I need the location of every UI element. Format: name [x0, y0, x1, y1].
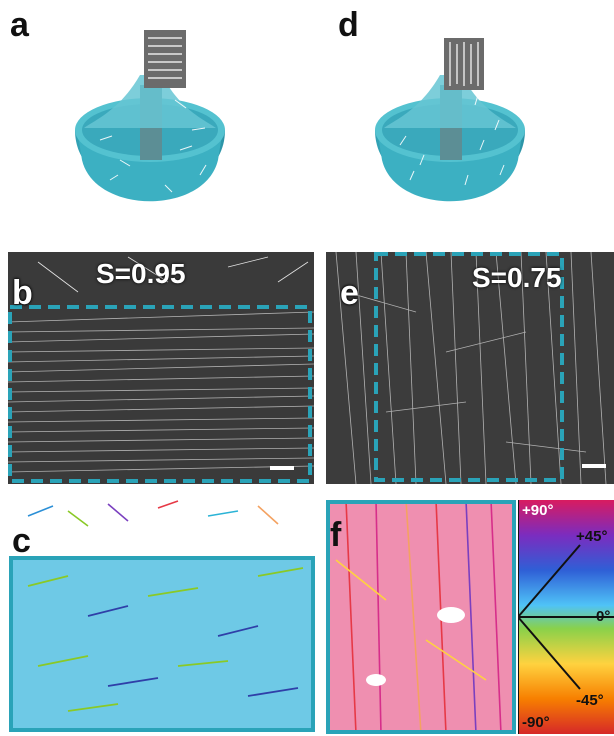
wheel-label-0: 0° [596, 608, 611, 625]
panel-label-e: e [340, 274, 359, 312]
panel-label-a: a [10, 6, 29, 44]
orientation-map-c [9, 500, 315, 732]
panel-a: a [0, 0, 300, 240]
panel-label-f: f [330, 516, 342, 554]
wheel-label-minus45: -45° [576, 692, 604, 709]
wheel-label-minus90: -90° [522, 714, 550, 731]
panel-f-map: f [326, 500, 516, 734]
panel-b-sem: b S=0.95 [8, 252, 314, 484]
panel-label-b: b [12, 274, 33, 312]
order-parameter-e: S=0.75 [472, 262, 562, 293]
bath-illustration-d [375, 38, 525, 202]
bath-illustration-a [75, 30, 225, 202]
wheel-label-plus90: +90° [522, 502, 554, 519]
panel-label-d: d [338, 6, 359, 44]
panel-d: d [310, 0, 614, 240]
panel-e-sem: e S=0.75 [326, 252, 614, 484]
panel-c-map: c [8, 496, 318, 734]
wheel-label-plus45: +45° [576, 528, 608, 545]
sem-image-b [8, 252, 314, 484]
panel-label-c: c [12, 522, 31, 560]
color-wheel-legend: +90° +45° 0° -45° -90° [518, 500, 614, 734]
order-parameter-b: S=0.95 [96, 258, 186, 289]
orientation-map-f [326, 500, 516, 734]
sem-image-e [326, 252, 614, 484]
